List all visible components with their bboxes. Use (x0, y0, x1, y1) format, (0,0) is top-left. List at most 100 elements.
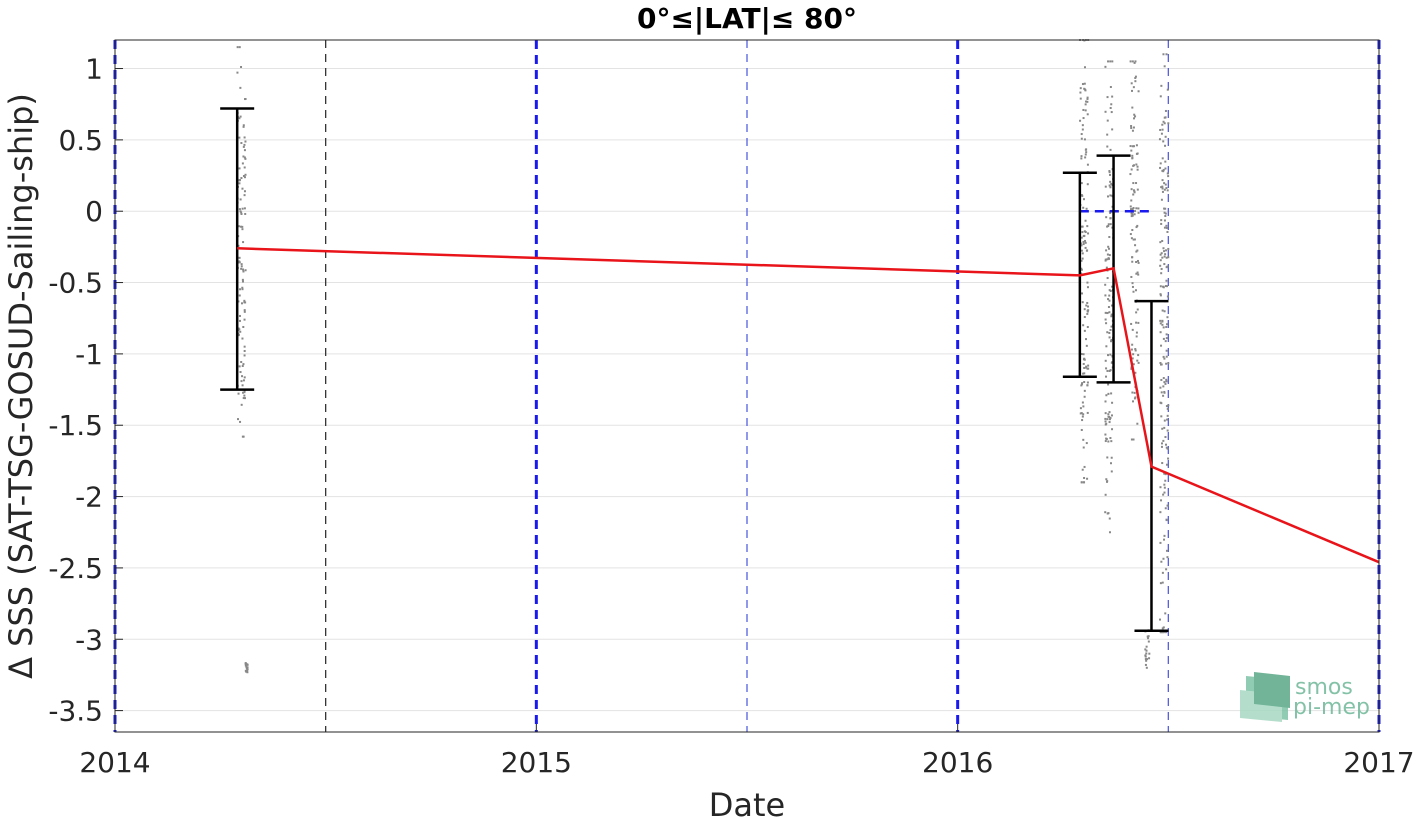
scatter-point (1160, 560, 1163, 563)
scatter-point (243, 391, 246, 394)
scatter-point (1137, 273, 1140, 276)
scatter-point (246, 668, 249, 671)
scatter-point (1132, 400, 1135, 403)
chart-title: 0°≤|LAT|≤ 80° (637, 2, 857, 35)
scatter-point (1165, 337, 1168, 340)
scatter-point (1162, 493, 1165, 496)
scatter-point (1162, 631, 1165, 634)
scatter-point (1163, 207, 1166, 210)
scatter-point (1130, 149, 1133, 152)
scatter-point (1132, 182, 1135, 185)
scatter-point (1159, 264, 1162, 267)
scatter-point (1081, 301, 1084, 304)
scatter-point (1163, 472, 1166, 475)
scatter-point (1160, 445, 1163, 448)
scatter-point (1164, 507, 1167, 510)
scatter-point (1083, 239, 1086, 242)
scatter-point (1130, 188, 1133, 191)
scatter-point (240, 263, 243, 266)
scatter-point (1110, 315, 1113, 318)
scatter-point (1081, 257, 1084, 260)
scatter-point (1161, 128, 1164, 131)
scatter-point (238, 179, 241, 182)
scatter-point (1166, 295, 1169, 298)
scatter-point (1164, 612, 1167, 615)
scatter-point (238, 167, 241, 170)
scatter-point (1159, 582, 1162, 585)
scatter-point (1108, 415, 1111, 418)
scatter-point (239, 330, 242, 333)
scatter-point (243, 397, 246, 400)
scatter-point (1137, 90, 1140, 93)
scatter-point (243, 166, 246, 169)
scatter-point (1085, 442, 1088, 445)
scatter-point (1162, 377, 1165, 380)
scatter-point (1161, 320, 1164, 323)
scatter-point (1166, 230, 1169, 233)
scatter-point (1135, 335, 1138, 338)
scatter-point (1159, 511, 1162, 514)
scatter-point (1086, 163, 1089, 166)
scatter-point (1085, 338, 1088, 341)
scatter-point (1083, 481, 1086, 484)
scatter-point (1160, 252, 1163, 255)
scatter-point (1086, 286, 1089, 289)
scatter-point (1107, 392, 1110, 395)
scatter-point (1136, 168, 1139, 171)
scatter-point (1135, 321, 1138, 324)
scatter-point (1131, 154, 1134, 157)
scatter-point (243, 310, 246, 313)
scatter-point (1159, 241, 1162, 244)
scatter-point (1106, 225, 1109, 228)
scatter-point (241, 337, 244, 340)
scatter-point (1083, 380, 1086, 383)
scatter-point (1135, 226, 1138, 229)
scatter-point (1106, 145, 1109, 148)
smos-pi-mep-logo: smos pi-mep (1240, 672, 1370, 722)
scatter-point (239, 288, 242, 291)
scatter-point (239, 115, 242, 118)
scatter-point (1083, 476, 1086, 479)
scatter-point (1108, 411, 1111, 414)
scatter-point (1137, 361, 1140, 364)
scatter-point (1082, 243, 1085, 246)
scatter-point (241, 280, 244, 283)
scatter-point (1109, 60, 1112, 63)
scatter-point (1106, 119, 1109, 122)
scatter-point (1160, 272, 1163, 275)
scatter-point (1104, 493, 1107, 496)
scatter-point (1083, 389, 1086, 392)
scatter-point (1165, 285, 1168, 288)
scatter-point (1131, 282, 1134, 285)
scatter-point (1085, 249, 1088, 252)
scatter-point (1081, 83, 1084, 86)
scatter-point (1148, 657, 1151, 660)
scatter-point (239, 86, 242, 89)
scatter-point (1080, 137, 1083, 140)
scatter-point (1160, 222, 1163, 225)
scatter-point (1167, 256, 1170, 259)
scatter-point (241, 288, 244, 291)
scatter-point (1086, 100, 1089, 103)
scatter-point (1111, 95, 1114, 98)
y-tick-label: -3.5 (48, 695, 103, 728)
scatter-point (1137, 261, 1140, 264)
scatter-point (1144, 663, 1147, 666)
scatter-point (1136, 259, 1139, 262)
scatter-point (1135, 250, 1138, 253)
scatter-point (1086, 281, 1089, 284)
scatter-point (1081, 128, 1084, 131)
scatter-point (1164, 212, 1167, 215)
scatter-point (1109, 437, 1112, 440)
scatter-point (1164, 207, 1167, 210)
scatter-point (1086, 225, 1089, 228)
scatter-point (1082, 438, 1085, 441)
scatter-point (1129, 173, 1132, 176)
scatter-point (1082, 198, 1085, 201)
scatter-point (1104, 433, 1107, 436)
scatter-point (241, 365, 244, 368)
scatter-point (1108, 331, 1111, 334)
scatter-point (1109, 194, 1112, 197)
x-tick-label: 2015 (501, 746, 572, 779)
scatter-point (1086, 310, 1089, 313)
